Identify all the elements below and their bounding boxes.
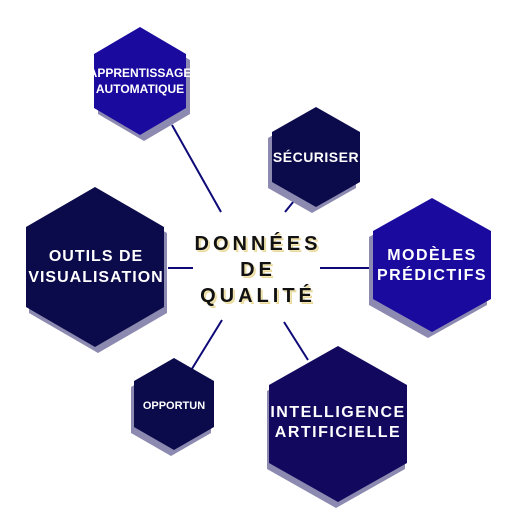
center-title: DONNÉES DE QUALITÉ: [194, 233, 322, 307]
hex-apprentissage: [94, 27, 186, 135]
hex-intelligence: [269, 346, 407, 502]
label-intelligence: INTELLIGENCE ARTIFICIELLE: [270, 404, 406, 441]
connector-apprentissage: [171, 124, 222, 213]
label-outils: OUTILS DE VISUALISATION: [28, 248, 164, 286]
connector-opportun: [189, 319, 223, 373]
hex-securiser: [272, 107, 360, 207]
hex-opportun: [134, 358, 214, 450]
connector-intelligence: [283, 321, 309, 361]
label-modeles: MODÈLES PRÉDICTIFS: [376, 247, 488, 284]
label-opportun: OPPORTUN: [142, 400, 206, 412]
label-apprentissage: APPRENTISSAGE AUTOMATIQUE: [88, 66, 192, 96]
hex-outils: [26, 187, 164, 347]
hex-modeles: [373, 198, 491, 332]
label-securiser: SÉCURISER: [272, 149, 360, 165]
